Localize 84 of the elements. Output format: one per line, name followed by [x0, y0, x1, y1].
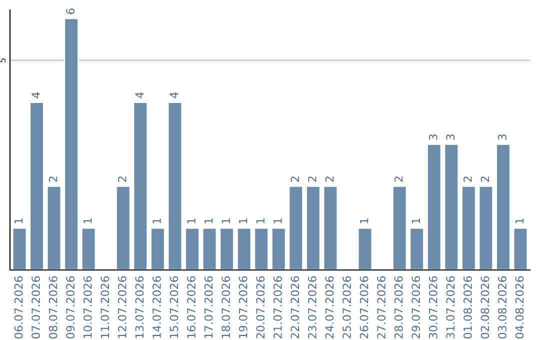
- data-label: 6: [66, 8, 75, 14]
- x-tick-label: 02.08.2026: [480, 276, 490, 338]
- bar: [81, 227, 96, 270]
- x-tick-label: 21.07.2026: [273, 276, 282, 338]
- x-tick-label: 22.07.2026: [290, 276, 300, 338]
- bar: [512, 227, 528, 270]
- x-tick-label: 09.07.2026: [66, 276, 75, 338]
- bar: [392, 185, 408, 270]
- data-label: 2: [325, 176, 334, 182]
- bar: [167, 102, 183, 270]
- bar: [236, 227, 252, 270]
- data-label: 2: [463, 176, 472, 182]
- x-tick-label: 31.07.2026: [446, 276, 455, 338]
- bar: [409, 227, 424, 270]
- bar: [132, 102, 148, 270]
- bar: [322, 185, 338, 270]
- data-label: 2: [308, 176, 316, 182]
- data-label: 3: [498, 134, 506, 140]
- x-tick-label: 03.08.2026: [498, 276, 506, 338]
- bar: [444, 144, 459, 270]
- x-tick-label: 13.07.2026: [135, 276, 144, 338]
- data-label: 2: [118, 176, 126, 182]
- x-tick-label: 15.07.2026: [170, 276, 178, 338]
- x-tick-label: 27.07.2026: [377, 276, 386, 338]
- bar: [46, 185, 62, 270]
- data-label: 1: [274, 218, 282, 224]
- x-tick-label: 12.07.2026: [118, 276, 126, 338]
- x-tick-label: 04.08.2026: [515, 276, 524, 338]
- data-label: 4: [32, 92, 40, 98]
- data-label: 1: [256, 218, 264, 224]
- data-label: 4: [170, 92, 178, 98]
- x-tick-label: 29.07.2026: [412, 276, 420, 338]
- bar: [116, 185, 131, 270]
- data-label: 2: [48, 176, 58, 182]
- bar: [64, 18, 79, 270]
- bar: [357, 227, 373, 270]
- x-tick-label: 26.07.2026: [360, 276, 368, 338]
- x-tick-label: 25.07.2026: [342, 276, 351, 338]
- data-label: 1: [515, 218, 524, 224]
- data-label: 3: [446, 134, 455, 140]
- bar: [12, 227, 28, 270]
- bar: [306, 185, 321, 270]
- x-tick-label: 08.07.2026: [48, 276, 58, 338]
- data-label: 1: [239, 218, 248, 224]
- x-tick-label: 01.08.2026: [463, 276, 472, 338]
- bar: [29, 102, 44, 270]
- data-label: 1: [84, 218, 92, 224]
- data-label: 1: [187, 218, 196, 224]
- data-label: 1: [360, 218, 368, 224]
- data-label: 2: [480, 176, 490, 182]
- bar: [254, 227, 269, 270]
- x-tick-label: 06.07.2026: [14, 276, 23, 338]
- bar: [478, 185, 494, 270]
- bar: [496, 144, 511, 270]
- x-tick-label: 24.07.2026: [325, 276, 334, 338]
- data-label: 4: [135, 92, 144, 98]
- bar: [150, 227, 166, 270]
- x-tick-label: 23.07.2026: [308, 276, 316, 338]
- x-tick-label: 19.07.2026: [238, 276, 248, 338]
- x-tick-label: 10.07.2026: [83, 276, 92, 338]
- bar: [219, 227, 234, 270]
- data-label: 1: [204, 218, 213, 224]
- data-label: 2: [394, 176, 403, 182]
- x-tick-label: 11.07.2026: [100, 276, 110, 338]
- bar: [271, 227, 286, 270]
- bar: [288, 185, 304, 270]
- data-label: 1: [412, 218, 420, 224]
- x-tick-label: 16.07.2026: [187, 276, 196, 338]
- x-tick-label: 28.07.2026: [394, 276, 403, 338]
- bar: [426, 144, 442, 270]
- data-label: 1: [14, 218, 23, 224]
- data-label: 1: [222, 218, 230, 224]
- x-tick-label: 20.07.2026: [256, 276, 265, 338]
- x-tick-label: 07.07.2026: [32, 276, 40, 338]
- x-tick-label: 14.07.2026: [152, 276, 161, 338]
- bar: [184, 227, 200, 270]
- bar: [202, 227, 218, 270]
- x-tick-label: 30.07.2026: [428, 276, 438, 338]
- data-label: 2: [290, 176, 299, 182]
- x-tick-label: 18.07.2026: [222, 276, 230, 338]
- bar: [461, 185, 476, 270]
- data-label: 3: [428, 134, 438, 140]
- data-label: 1: [152, 218, 161, 224]
- x-tick-label: 17.07.2026: [204, 276, 213, 338]
